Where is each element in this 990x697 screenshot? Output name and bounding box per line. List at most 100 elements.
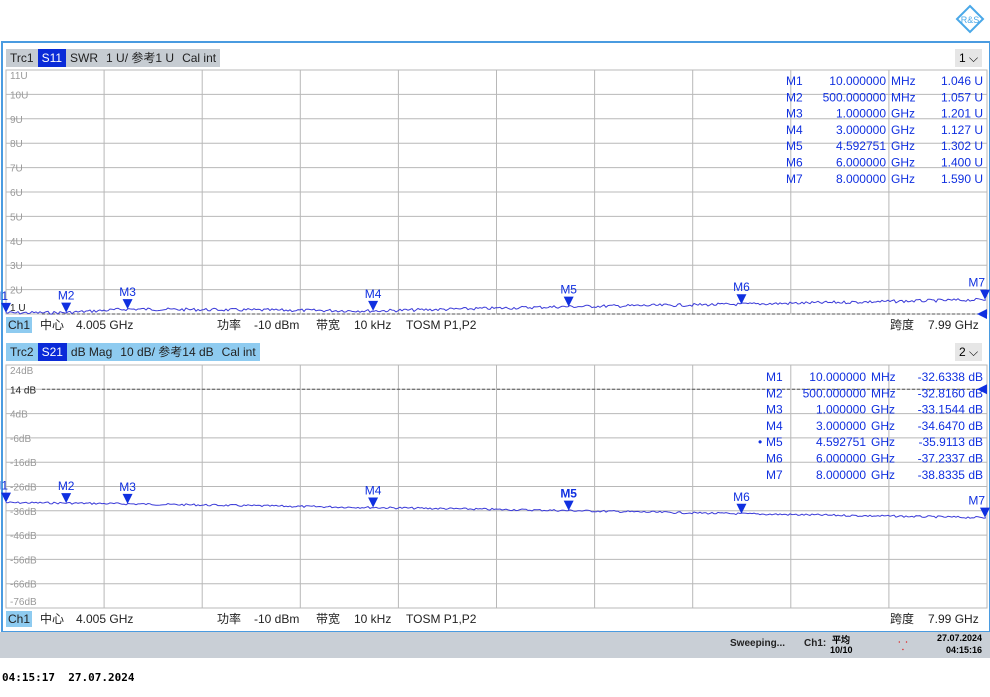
svg-text:R&S: R&S bbox=[961, 15, 980, 25]
marker-info-value: -32.6338 dB bbox=[918, 370, 983, 384]
marker-info-unit: GHz bbox=[891, 156, 915, 170]
trace-line bbox=[5, 501, 987, 519]
marker-info-unit: GHz bbox=[891, 172, 915, 186]
marker-info-value: -37.2337 dB bbox=[918, 452, 983, 466]
marker-info-value: -38.8335 dB bbox=[918, 468, 983, 482]
marker-info-freq: 6.000000 bbox=[836, 156, 886, 170]
span-value[interactable]: 7.99 GHz bbox=[928, 318, 979, 332]
marker-info-name: M5 bbox=[766, 435, 783, 449]
marker-info-unit: GHz bbox=[871, 435, 895, 449]
y-tick-label: -6dB bbox=[10, 434, 31, 445]
cal-state[interactable]: Cal int bbox=[182, 51, 217, 65]
marker-info-unit: GHz bbox=[891, 107, 915, 121]
y-tick-label: 8U bbox=[10, 139, 23, 150]
y-tick-label: -76dB bbox=[10, 597, 37, 608]
y-tick-label: -56dB bbox=[10, 555, 37, 566]
cal-state[interactable]: Cal int bbox=[221, 345, 256, 359]
marker-info-name: M7 bbox=[766, 468, 783, 482]
marker-info-freq: 10.000000 bbox=[829, 74, 886, 88]
marker-info-unit: MHz bbox=[871, 370, 896, 384]
center-value[interactable]: 4.005 GHz bbox=[76, 612, 134, 626]
marker-label: M7 bbox=[968, 276, 985, 290]
marker-triangle-icon bbox=[61, 493, 72, 504]
plot-2: 24dB 14 dB 4dB -6dB -16dB -26dB -36dB -46dB -56d… bbox=[0, 364, 990, 609]
marker-info-value: 1.127 U bbox=[941, 123, 983, 137]
trace-line bbox=[5, 297, 987, 315]
s-param[interactable]: S11 bbox=[37, 49, 67, 67]
marker-triangle-icon bbox=[736, 294, 747, 305]
marker-triangle-icon bbox=[122, 493, 133, 504]
power-label: 功率 bbox=[217, 612, 242, 626]
rs-logo: R&S bbox=[955, 4, 985, 34]
cal-label: TOSM P1,P2 bbox=[406, 318, 477, 332]
marker-info-name: M4 bbox=[786, 123, 803, 137]
marker-triangle-icon bbox=[1, 492, 11, 503]
marker-label: M4 bbox=[365, 484, 382, 498]
marker-info-unit: MHz bbox=[891, 90, 916, 104]
sweep-state: Sweeping... bbox=[730, 638, 786, 649]
scale[interactable]: 10 dB/ 参考14 dB bbox=[120, 345, 214, 359]
marker-info-freq: 6.000000 bbox=[816, 452, 866, 466]
power-value[interactable]: -10 dBm bbox=[254, 612, 300, 626]
bw-value[interactable]: 10 kHz bbox=[354, 612, 392, 626]
marker-info-value: -32.8160 dB bbox=[918, 386, 983, 400]
marker-info-value: 1.400 U bbox=[941, 156, 983, 170]
reference-arrow-icon bbox=[977, 309, 987, 319]
power-label: 功率 bbox=[217, 318, 242, 332]
channel-name[interactable]: Ch1 bbox=[6, 611, 33, 627]
marker-triangle-icon bbox=[980, 289, 990, 300]
marker-info-name: M1 bbox=[766, 370, 783, 384]
marker-triangle-icon bbox=[563, 296, 574, 307]
channel-bar-1: Ch1 中心 4.005 GHz 功率 -10 dBm 带宽 10 kHz TO… bbox=[6, 317, 986, 333]
trace-name[interactable]: Trc2 bbox=[10, 345, 34, 359]
window-2-menu-button[interactable]: 2 ⌵ bbox=[955, 343, 983, 361]
marker-label: M6 bbox=[733, 280, 750, 294]
marker-triangle-icon bbox=[368, 497, 379, 508]
format[interactable]: SWR bbox=[70, 51, 99, 65]
chevron-down-icon: ⌵ bbox=[969, 51, 979, 65]
marker-info-freq: 1.000000 bbox=[836, 107, 886, 121]
marker-info-name: M6 bbox=[786, 156, 803, 170]
y-tick-label: -46dB bbox=[10, 531, 37, 542]
y-tick-label: 4dB bbox=[10, 410, 28, 421]
y-tick-label: 10U bbox=[10, 90, 28, 101]
marker-triangle-icon bbox=[61, 302, 72, 313]
y-tick-label: 7U bbox=[10, 164, 23, 175]
plot-frame bbox=[5, 364, 988, 609]
y-tick-label: 5U bbox=[10, 212, 23, 223]
marker-info-unit: GHz bbox=[891, 123, 915, 137]
format[interactable]: dB Mag bbox=[70, 345, 113, 359]
marker-info-value: 1.201 U bbox=[941, 107, 983, 121]
window-1-menu-button[interactable]: 1 ⌵ bbox=[955, 49, 983, 67]
scale[interactable]: 1 U/ 参考1 U bbox=[106, 51, 175, 65]
marker-info-value: 1.046 U bbox=[941, 74, 983, 88]
chevron-down-icon: ⌵ bbox=[969, 345, 979, 359]
marker-info-value: -35.9113 dB bbox=[919, 435, 984, 449]
marker-info-freq: 4.592751 bbox=[816, 435, 866, 449]
marker-triangle-icon bbox=[122, 299, 133, 310]
center-value[interactable]: 4.005 GHz bbox=[76, 318, 134, 332]
marker-info-value: 1.302 U bbox=[941, 139, 983, 153]
span-value[interactable]: 7.99 GHz bbox=[928, 612, 979, 626]
cal-label: TOSM P1,P2 bbox=[406, 612, 477, 626]
bw-label: 带宽 bbox=[316, 318, 341, 332]
y-tick-label: 3U bbox=[10, 261, 23, 272]
trace1-header[interactable]: Trc1 S11 SWR 1 U/ 参考1 U Cal int bbox=[6, 49, 221, 67]
trace2-header[interactable]: Trc2 S21 dB Mag 10 dB/ 参考14 dB Cal int bbox=[6, 343, 260, 361]
bw-value[interactable]: 10 kHz bbox=[354, 318, 392, 332]
trace-name[interactable]: Trc1 bbox=[10, 51, 34, 65]
status-time: 04:15:16 bbox=[945, 645, 982, 655]
channel-name[interactable]: Ch1 bbox=[6, 317, 33, 333]
marker-label: M1 bbox=[0, 289, 8, 303]
active-marker-dot: • bbox=[758, 435, 762, 449]
y-tick-label: -36dB bbox=[10, 507, 37, 518]
s-param[interactable]: S21 bbox=[37, 343, 67, 361]
power-value[interactable]: -10 dBm bbox=[254, 318, 300, 332]
status-channel: Ch1: bbox=[804, 638, 827, 649]
marker-info-freq: 1.000000 bbox=[816, 403, 866, 417]
marker-info-name: M3 bbox=[766, 403, 783, 417]
marker-info-freq: 500.000000 bbox=[823, 90, 887, 104]
reference-arrow-icon bbox=[977, 384, 987, 395]
bw-label: 带宽 bbox=[316, 612, 341, 626]
